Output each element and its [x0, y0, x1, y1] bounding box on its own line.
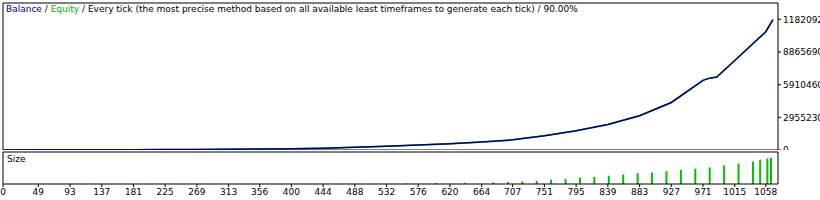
svg-text:927: 927 [663, 187, 680, 197]
svg-text:707: 707 [504, 187, 521, 197]
svg-text:137: 137 [93, 187, 110, 197]
svg-text:313: 313 [220, 187, 237, 197]
svg-text:93: 93 [64, 187, 75, 197]
svg-text:664: 664 [473, 187, 490, 197]
svg-text:1058: 1058 [754, 187, 777, 197]
svg-text:883: 883 [631, 187, 648, 197]
svg-text:839: 839 [599, 187, 616, 197]
svg-text:269: 269 [188, 187, 205, 197]
svg-text:0: 0 [783, 145, 789, 150]
svg-text:2955230: 2955230 [783, 113, 820, 123]
svg-text:751: 751 [536, 187, 553, 197]
svg-text:488: 488 [346, 187, 363, 197]
svg-text:11820920: 11820920 [783, 15, 820, 25]
svg-text:5910460: 5910460 [783, 80, 820, 90]
svg-text:181: 181 [125, 187, 142, 197]
svg-text:400: 400 [283, 187, 300, 197]
svg-text:225: 225 [157, 187, 174, 197]
html-text:Size: Size [7, 154, 26, 164]
svg-text:971: 971 [694, 187, 711, 197]
svg-text:0: 0 [0, 187, 6, 197]
svg-text:532: 532 [378, 187, 395, 197]
svg-text:49: 49 [33, 187, 45, 197]
svg-text:356: 356 [251, 187, 268, 197]
svg-text:620: 620 [441, 187, 458, 197]
svg-text:444: 444 [314, 187, 331, 197]
html-text:Balance / Equity / Every tick: Balance / Equity / Every tick (the most … [6, 4, 578, 14]
svg-text:8865690: 8865690 [783, 47, 820, 57]
svg-text:1015: 1015 [723, 187, 746, 197]
svg-text:576: 576 [410, 187, 427, 197]
svg-text:795: 795 [568, 187, 585, 197]
